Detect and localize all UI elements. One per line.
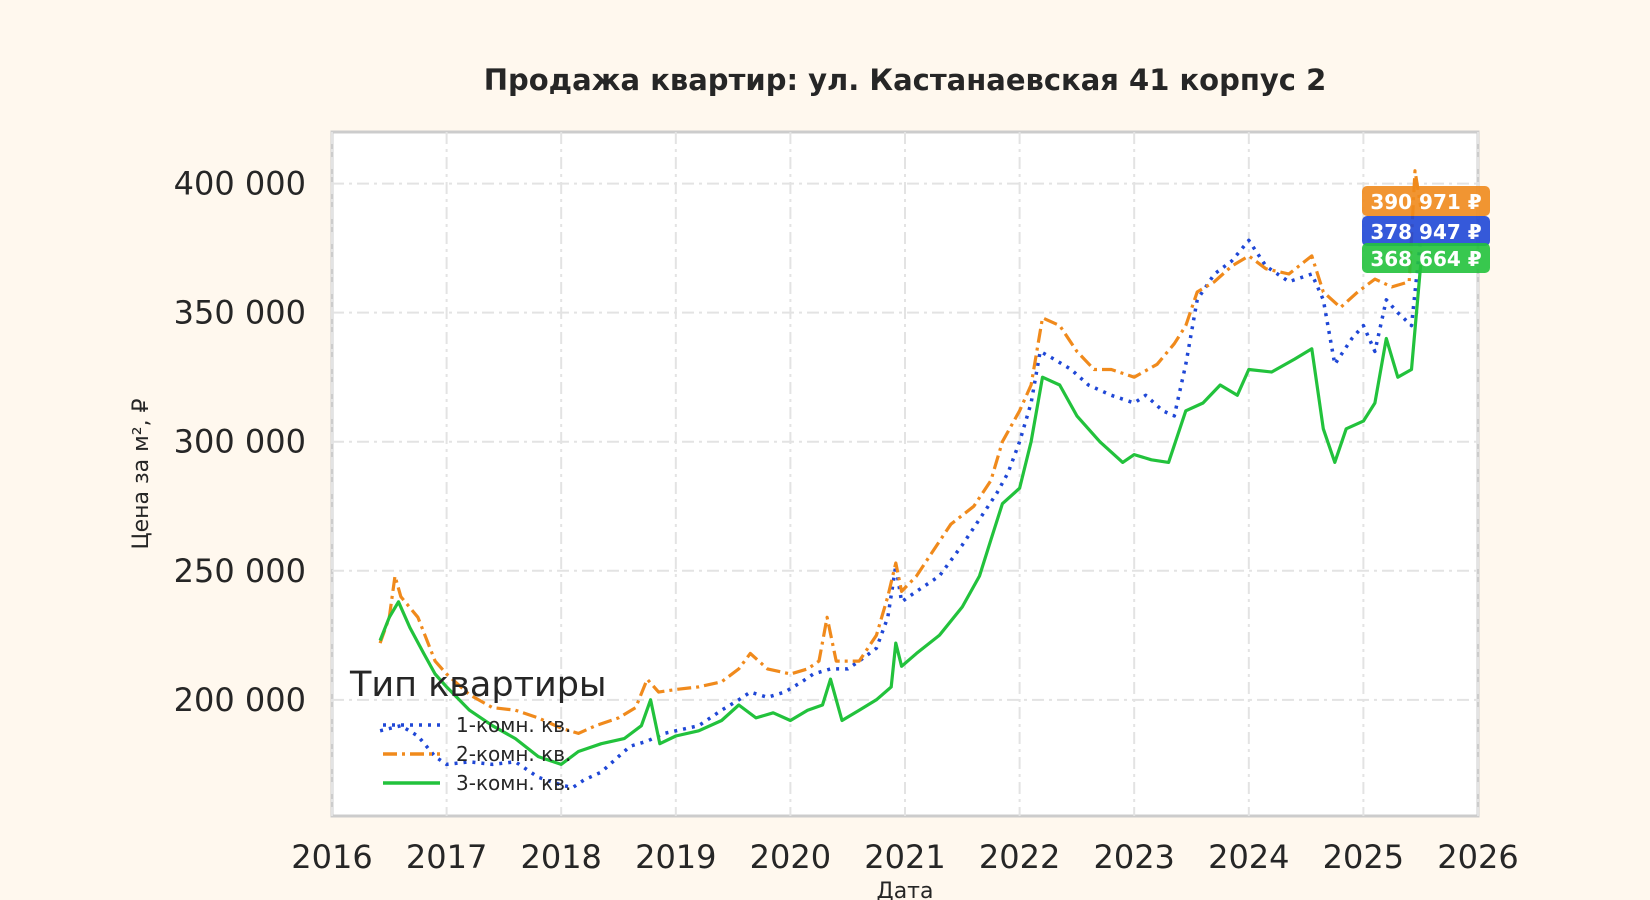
x-axis-ticks: 2016 2017 2018 2019 2020 2021 2022 2023 2024 2025… <box>291 838 1518 876</box>
y-axis-ticks: 200 000 250 000 300 000 350 000 400 000 <box>174 165 306 719</box>
x-tick-label: 2023 <box>1093 838 1174 876</box>
legend-label: 1-комн. кв. <box>456 713 571 737</box>
y-tick-label: 400 000 <box>174 165 306 203</box>
legend-label: 2-комн. кв. <box>456 742 571 766</box>
x-axis-label: Дата <box>877 879 934 900</box>
badge-background <box>1362 216 1490 246</box>
x-tick-label: 2018 <box>520 838 601 876</box>
last-value-badges: 390 971 ₽ 378 947 ₽ 368 664 ₽ <box>1362 186 1490 273</box>
grid <box>331 132 1479 816</box>
x-tick-label: 2025 <box>1323 838 1404 876</box>
series-line-2 <box>378 169 1423 735</box>
legend-items: 1-комн. кв. 2-комн. кв. 3-комн. кв. <box>383 713 571 795</box>
legend-title: Тип квартиры <box>349 665 607 705</box>
y-axis-label: Цена за м², ₽ <box>129 398 154 549</box>
badge-series-2: 390 971 ₽ <box>1362 186 1490 216</box>
x-tick-label: 2026 <box>1437 838 1518 876</box>
badge-value: 378 947 ₽ <box>1370 220 1481 244</box>
y-tick-label: 300 000 <box>174 423 306 461</box>
x-tick-label: 2017 <box>406 838 487 876</box>
legend-item-1: 1-комн. кв. <box>383 713 571 737</box>
legend: Тип квартиры 1-комн. кв. 2-комн. кв. 3-ком… <box>349 665 607 795</box>
x-tick-label: 2019 <box>635 838 716 876</box>
y-tick-label: 200 000 <box>174 681 306 719</box>
legend-item-2: 2-комн. кв. <box>383 742 571 766</box>
x-tick-label: 2022 <box>979 838 1060 876</box>
badge-series-3: 368 664 ₽ <box>1362 243 1490 273</box>
x-tick-label: 2021 <box>864 838 945 876</box>
badge-value: 368 664 ₽ <box>1370 247 1481 271</box>
legend-label: 3-комн. кв. <box>456 771 571 795</box>
badge-value: 390 971 ₽ <box>1370 190 1481 214</box>
y-tick-label: 350 000 <box>174 294 306 332</box>
y-tick-label: 250 000 <box>174 552 306 590</box>
x-tick-label: 2024 <box>1208 838 1289 876</box>
series-lines <box>378 169 1423 790</box>
chart-title: Продажа квартир: ул. Кастанаевская 41 ко… <box>484 63 1327 97</box>
badge-background <box>1362 186 1490 216</box>
badge-series-1: 378 947 ₽ <box>1362 216 1490 246</box>
x-tick-label: 2020 <box>750 838 831 876</box>
x-tick-label: 2016 <box>291 838 372 876</box>
series-line-3 <box>378 264 1423 766</box>
badge-background <box>1362 243 1490 273</box>
legend-item-3: 3-комн. кв. <box>383 771 571 795</box>
